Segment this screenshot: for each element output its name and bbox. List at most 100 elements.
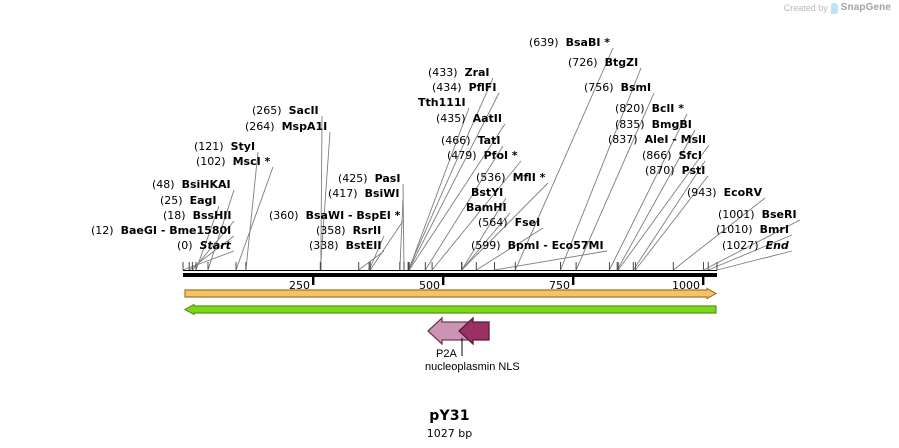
site-leader-line (424, 145, 504, 271)
ruler-tick-label: 1000 (672, 279, 700, 292)
site-leader-line (408, 123, 506, 271)
enzyme-site-position: (564) (478, 216, 508, 229)
enzyme-site-name: AatII (472, 112, 502, 125)
enzyme-site-name: ZraI (464, 66, 490, 79)
site-leader-line (461, 212, 511, 271)
enzyme-site-label: (358) RsrII (316, 225, 381, 236)
enzyme-site-label: (599) BpmI - Eco57MI (471, 240, 604, 251)
enzyme-site-name: BamHI (466, 201, 507, 214)
enzyme-site-position: (264) (245, 120, 275, 133)
enzyme-site-name: AleI - MslI (644, 133, 707, 146)
enzyme-site-position: (536) (476, 171, 506, 184)
enzyme-site-position: (835) (615, 118, 645, 131)
ruler-ticks (312, 277, 705, 285)
enzyme-site-position: (12) (91, 224, 114, 237)
enzyme-site-label: (479) PfoI * (447, 150, 518, 161)
enzyme-site-label: (837) AleI - MslI (608, 134, 706, 145)
enzyme-site-label: (756) BsmI (584, 82, 651, 93)
enzyme-site-label: (564) FseI (478, 217, 540, 228)
ruler-major-tick (702, 277, 705, 285)
site-leader-line (319, 131, 331, 271)
enzyme-site-position: (358) (316, 224, 346, 237)
enzyme-site-position: (639) (529, 36, 559, 49)
watermark-prefix: Created by (783, 2, 828, 13)
enzyme-site-label: (435) AatII (436, 113, 502, 124)
site-leader-line (617, 144, 710, 271)
enzyme-site-label: (360) BsaWI - BspEI * (269, 210, 400, 221)
feature-arrow-nucleoplasmin-nls[interactable] (458, 316, 490, 346)
ruler-tick-label: 250 (289, 279, 310, 292)
enzyme-site-label: (726) BtgZI (568, 57, 638, 68)
leader-lines (182, 47, 801, 271)
enzyme-site-label: (1001) BseRI (718, 209, 797, 220)
enzyme-site-label: (12) BaeGI - Bme1580I (91, 225, 231, 236)
site-leader-line (408, 107, 470, 271)
site-hash-marks (182, 262, 718, 270)
enzyme-site-name: PstI (681, 164, 706, 177)
enzyme-site-position: (0) (177, 239, 193, 252)
enzyme-site-label: (866) SfcI (642, 150, 702, 161)
plasmid-name: pY31 (429, 408, 470, 424)
enzyme-site-label: (0) Start (177, 240, 231, 251)
enzyme-site-name: EagI (189, 194, 217, 207)
enzyme-site-position: (1027) (722, 239, 759, 252)
site-leader-line (207, 189, 235, 271)
enzyme-site-label: (433) ZraI (428, 67, 490, 78)
site-leader-line (245, 151, 259, 271)
enzyme-site-label: (48) BsiHKAI (152, 179, 231, 190)
enzyme-site-label: BamHI (466, 202, 507, 213)
site-leader-line (407, 77, 494, 271)
orf-track-reverse[interactable] (183, 303, 717, 316)
enzyme-site-position: (18) (163, 209, 186, 222)
site-leader-line (402, 183, 405, 271)
enzyme-site-label: (265) SacII (252, 105, 319, 116)
enzyme-site-name: BstEII (345, 239, 382, 252)
site-leader-line (235, 166, 274, 271)
enzyme-site-name: PflFI (468, 81, 497, 94)
ruler-tick-label: 500 (419, 279, 440, 292)
enzyme-site-position: (25) (160, 194, 183, 207)
feature-arrows[interactable] (427, 316, 490, 346)
enzyme-site-position: (479) (447, 149, 477, 162)
enzyme-site-name: Tth111I (418, 96, 466, 109)
enzyme-site-name: MscI * (232, 155, 271, 168)
enzyme-site-label: (835) BmgBI (615, 119, 692, 130)
enzyme-site-name: EcoRV (723, 186, 763, 199)
enzyme-site-name: SacII (288, 104, 319, 117)
enzyme-site-position: (837) (608, 133, 638, 146)
site-leader-line (494, 250, 608, 271)
enzyme-site-name: BclI * (651, 102, 684, 115)
enzyme-site-name: MflI * (512, 171, 546, 184)
enzyme-site-name: StyI (230, 140, 256, 153)
enzyme-site-label: (434) PflFI (432, 82, 496, 93)
enzyme-site-name: BsaWI - BspEI * (305, 209, 401, 222)
enzyme-site-position: (338) (309, 239, 339, 252)
enzyme-site-label: (18) BssHII (163, 210, 231, 221)
enzyme-site-name: BsiWI (364, 187, 400, 200)
enzyme-site-position: (417) (328, 187, 358, 200)
site-leader-line (461, 182, 549, 271)
enzyme-site-label: (264) MspA1I (245, 121, 327, 132)
site-leader-line (608, 113, 688, 271)
site-leader-line (182, 250, 235, 271)
enzyme-site-name: BtgZI (604, 56, 639, 69)
enzyme-site-name: RsrII (352, 224, 382, 237)
enzyme-site-position: (756) (584, 81, 614, 94)
enzyme-site-label: BstYI (471, 187, 503, 198)
enzyme-site-label: (25) EagI (160, 195, 217, 206)
enzyme-site-name: BssHII (192, 209, 232, 222)
site-leader-line (703, 219, 801, 271)
site-leader-line (431, 160, 522, 271)
snapgene-logo-icon (830, 3, 838, 14)
site-leader-line (461, 197, 507, 271)
ruler-major-tick (312, 277, 315, 285)
backbone-bar (183, 273, 717, 277)
orf-track-forward[interactable] (184, 287, 718, 300)
enzyme-site-name: BmrI (759, 223, 789, 236)
enzyme-site-label: (102) MscI * (196, 156, 270, 167)
site-leader-line (632, 160, 706, 271)
enzyme-site-label: (536) MflI * (476, 172, 545, 183)
enzyme-site-position: (425) (338, 172, 368, 185)
enzyme-site-label: (870) PstI (645, 165, 705, 176)
enzyme-site-position: (360) (269, 209, 299, 222)
